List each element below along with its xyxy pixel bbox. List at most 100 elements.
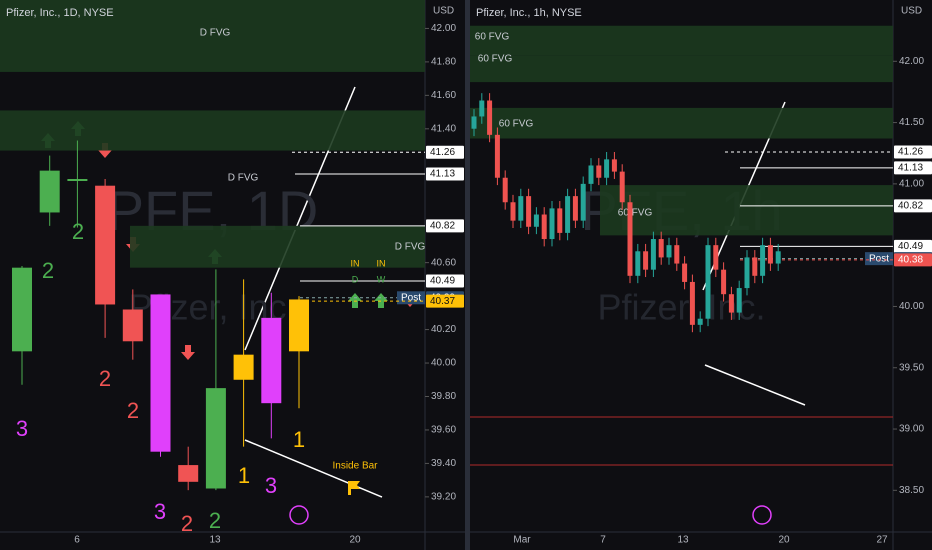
candle-body bbox=[604, 159, 610, 178]
candle-body bbox=[705, 245, 711, 319]
price-label: 41.13 bbox=[430, 169, 455, 180]
candle-body bbox=[487, 100, 493, 135]
y-tick-label: 39.00 bbox=[899, 424, 924, 435]
price-label: 41.13 bbox=[898, 163, 923, 174]
candle-body bbox=[596, 165, 602, 178]
candle-body bbox=[728, 294, 734, 313]
candle-body bbox=[39, 170, 60, 213]
annotation: 3 bbox=[16, 416, 28, 441]
price-label: 41.26 bbox=[430, 147, 455, 158]
candle-body bbox=[643, 251, 649, 270]
candle-body bbox=[650, 239, 656, 270]
fvg-label: D FVG bbox=[200, 28, 231, 39]
annotation: D bbox=[352, 274, 359, 284]
price-label-box bbox=[426, 274, 464, 288]
x-tick-label: 20 bbox=[349, 535, 361, 546]
candle-body bbox=[565, 196, 571, 233]
candle-body bbox=[736, 288, 742, 313]
y-tick-label: 39.20 bbox=[431, 492, 456, 503]
price-label-box bbox=[894, 161, 932, 175]
x-tick-label: 20 bbox=[778, 535, 790, 546]
y-tick-label: 40.00 bbox=[899, 301, 924, 312]
candle-body bbox=[697, 318, 703, 325]
y-tick-label: 39.40 bbox=[431, 458, 456, 469]
candle-body bbox=[760, 245, 766, 276]
candle-body bbox=[261, 317, 282, 404]
axis-unit: USD bbox=[901, 6, 922, 17]
fvg-label: 60 FVG bbox=[478, 54, 513, 65]
annotation: 2 bbox=[99, 366, 111, 391]
y-tick-label: 40.20 bbox=[431, 324, 456, 335]
price-label: 40.82 bbox=[898, 201, 923, 212]
y-tick-label: 41.00 bbox=[899, 179, 924, 190]
fvg-zone bbox=[470, 55, 893, 83]
annotation: 2 bbox=[181, 511, 193, 536]
candle-body bbox=[557, 208, 563, 233]
candle-body bbox=[289, 299, 309, 352]
y-tick-label: 39.60 bbox=[431, 425, 456, 436]
fvg-zone bbox=[0, 110, 425, 151]
x-tick-label: 7 bbox=[600, 535, 606, 546]
candle-body bbox=[658, 239, 664, 258]
candle-body bbox=[178, 465, 199, 482]
price-label-box bbox=[426, 294, 464, 308]
annotation: W bbox=[377, 274, 386, 284]
price-label: 40.49 bbox=[430, 276, 455, 287]
candle-body bbox=[533, 214, 539, 227]
fvg-zone bbox=[600, 185, 893, 236]
candle-body bbox=[95, 185, 116, 305]
candle-body bbox=[510, 202, 516, 221]
candle-body bbox=[549, 208, 555, 240]
fvg-zone bbox=[0, 0, 425, 72]
candle-body bbox=[572, 196, 578, 221]
price-label: 40.82 bbox=[430, 220, 455, 231]
annotation: IN bbox=[351, 258, 360, 268]
annotation: 2 bbox=[72, 219, 84, 244]
y-tick-label: 41.60 bbox=[431, 90, 456, 101]
candle-body bbox=[12, 267, 32, 352]
y-tick-label: 40.00 bbox=[431, 358, 456, 369]
candle-body bbox=[502, 177, 508, 203]
annotation: 2 bbox=[209, 508, 221, 533]
candle-body bbox=[150, 294, 171, 452]
fvg-label: 60 FVG bbox=[618, 208, 653, 219]
annotation: 1 bbox=[238, 463, 250, 488]
fvg-zone bbox=[470, 25, 893, 56]
candle-body bbox=[588, 165, 594, 184]
price-label-box bbox=[426, 219, 464, 233]
price-label-box bbox=[894, 239, 932, 253]
trend-line bbox=[704, 364, 806, 406]
candle-body bbox=[752, 257, 758, 276]
candle-body bbox=[713, 245, 719, 270]
pane-divider bbox=[465, 0, 470, 550]
candle-body bbox=[494, 134, 500, 178]
post-badge bbox=[865, 252, 893, 266]
price-label: 40.38 bbox=[898, 255, 923, 266]
axis-unit: USD bbox=[433, 6, 454, 17]
candle-body bbox=[233, 354, 254, 380]
fvg-label: D FVG bbox=[395, 242, 426, 253]
candle-body bbox=[205, 388, 226, 489]
y-tick-label: 39.80 bbox=[431, 391, 456, 402]
candle-body bbox=[635, 251, 641, 276]
y-tick-label: 38.50 bbox=[899, 485, 924, 496]
price-label-box bbox=[426, 145, 464, 159]
annotation: 1 bbox=[293, 427, 305, 452]
x-tick-label: Mar bbox=[513, 535, 531, 546]
fvg-zone bbox=[130, 225, 425, 268]
candle-body bbox=[518, 196, 524, 221]
price-label-box bbox=[426, 167, 464, 181]
price-label-box bbox=[894, 145, 932, 159]
x-tick-label: 27 bbox=[876, 535, 888, 546]
y-tick-label: 41.40 bbox=[431, 123, 456, 134]
y-tick-label: 41.80 bbox=[431, 57, 456, 68]
post-label: Post bbox=[869, 253, 889, 264]
annotation: 2 bbox=[42, 258, 54, 283]
candle-body bbox=[682, 263, 688, 282]
annotation: IN bbox=[377, 258, 386, 268]
annotation: 2 bbox=[127, 398, 139, 423]
candle-body bbox=[674, 245, 680, 264]
candle-body bbox=[541, 214, 547, 240]
